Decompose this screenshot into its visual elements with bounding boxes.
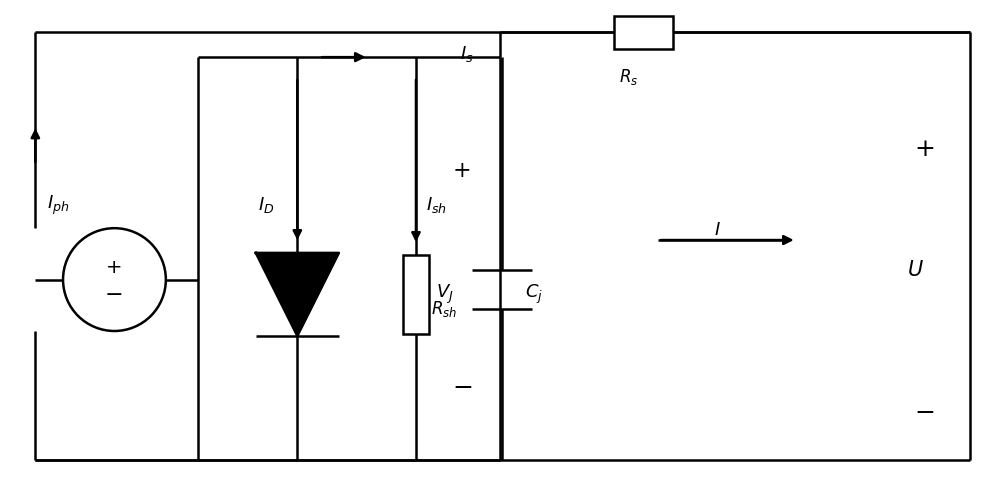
Text: $U$: $U$	[907, 260, 924, 280]
Polygon shape	[256, 253, 339, 336]
Text: −: −	[105, 285, 124, 305]
Text: $R_s$: $R_s$	[619, 67, 638, 87]
Text: $I_s$: $I_s$	[460, 44, 474, 64]
Text: −: −	[915, 402, 936, 425]
Text: $I$: $I$	[714, 221, 721, 239]
Text: +: +	[915, 138, 936, 161]
Text: +: +	[106, 258, 123, 277]
Text: $I_{ph}$: $I_{ph}$	[47, 194, 70, 217]
Text: +: +	[453, 160, 472, 182]
Text: $C_j$: $C_j$	[525, 283, 543, 306]
Text: −: −	[452, 377, 473, 400]
Text: $I_{sh}$: $I_{sh}$	[426, 195, 447, 215]
Text: $I_D$: $I_D$	[258, 195, 274, 215]
Text: $R_{sh}$: $R_{sh}$	[431, 299, 457, 319]
Bar	[614, 16, 673, 49]
Text: $V_J$: $V_J$	[436, 283, 454, 306]
Bar	[403, 255, 429, 334]
